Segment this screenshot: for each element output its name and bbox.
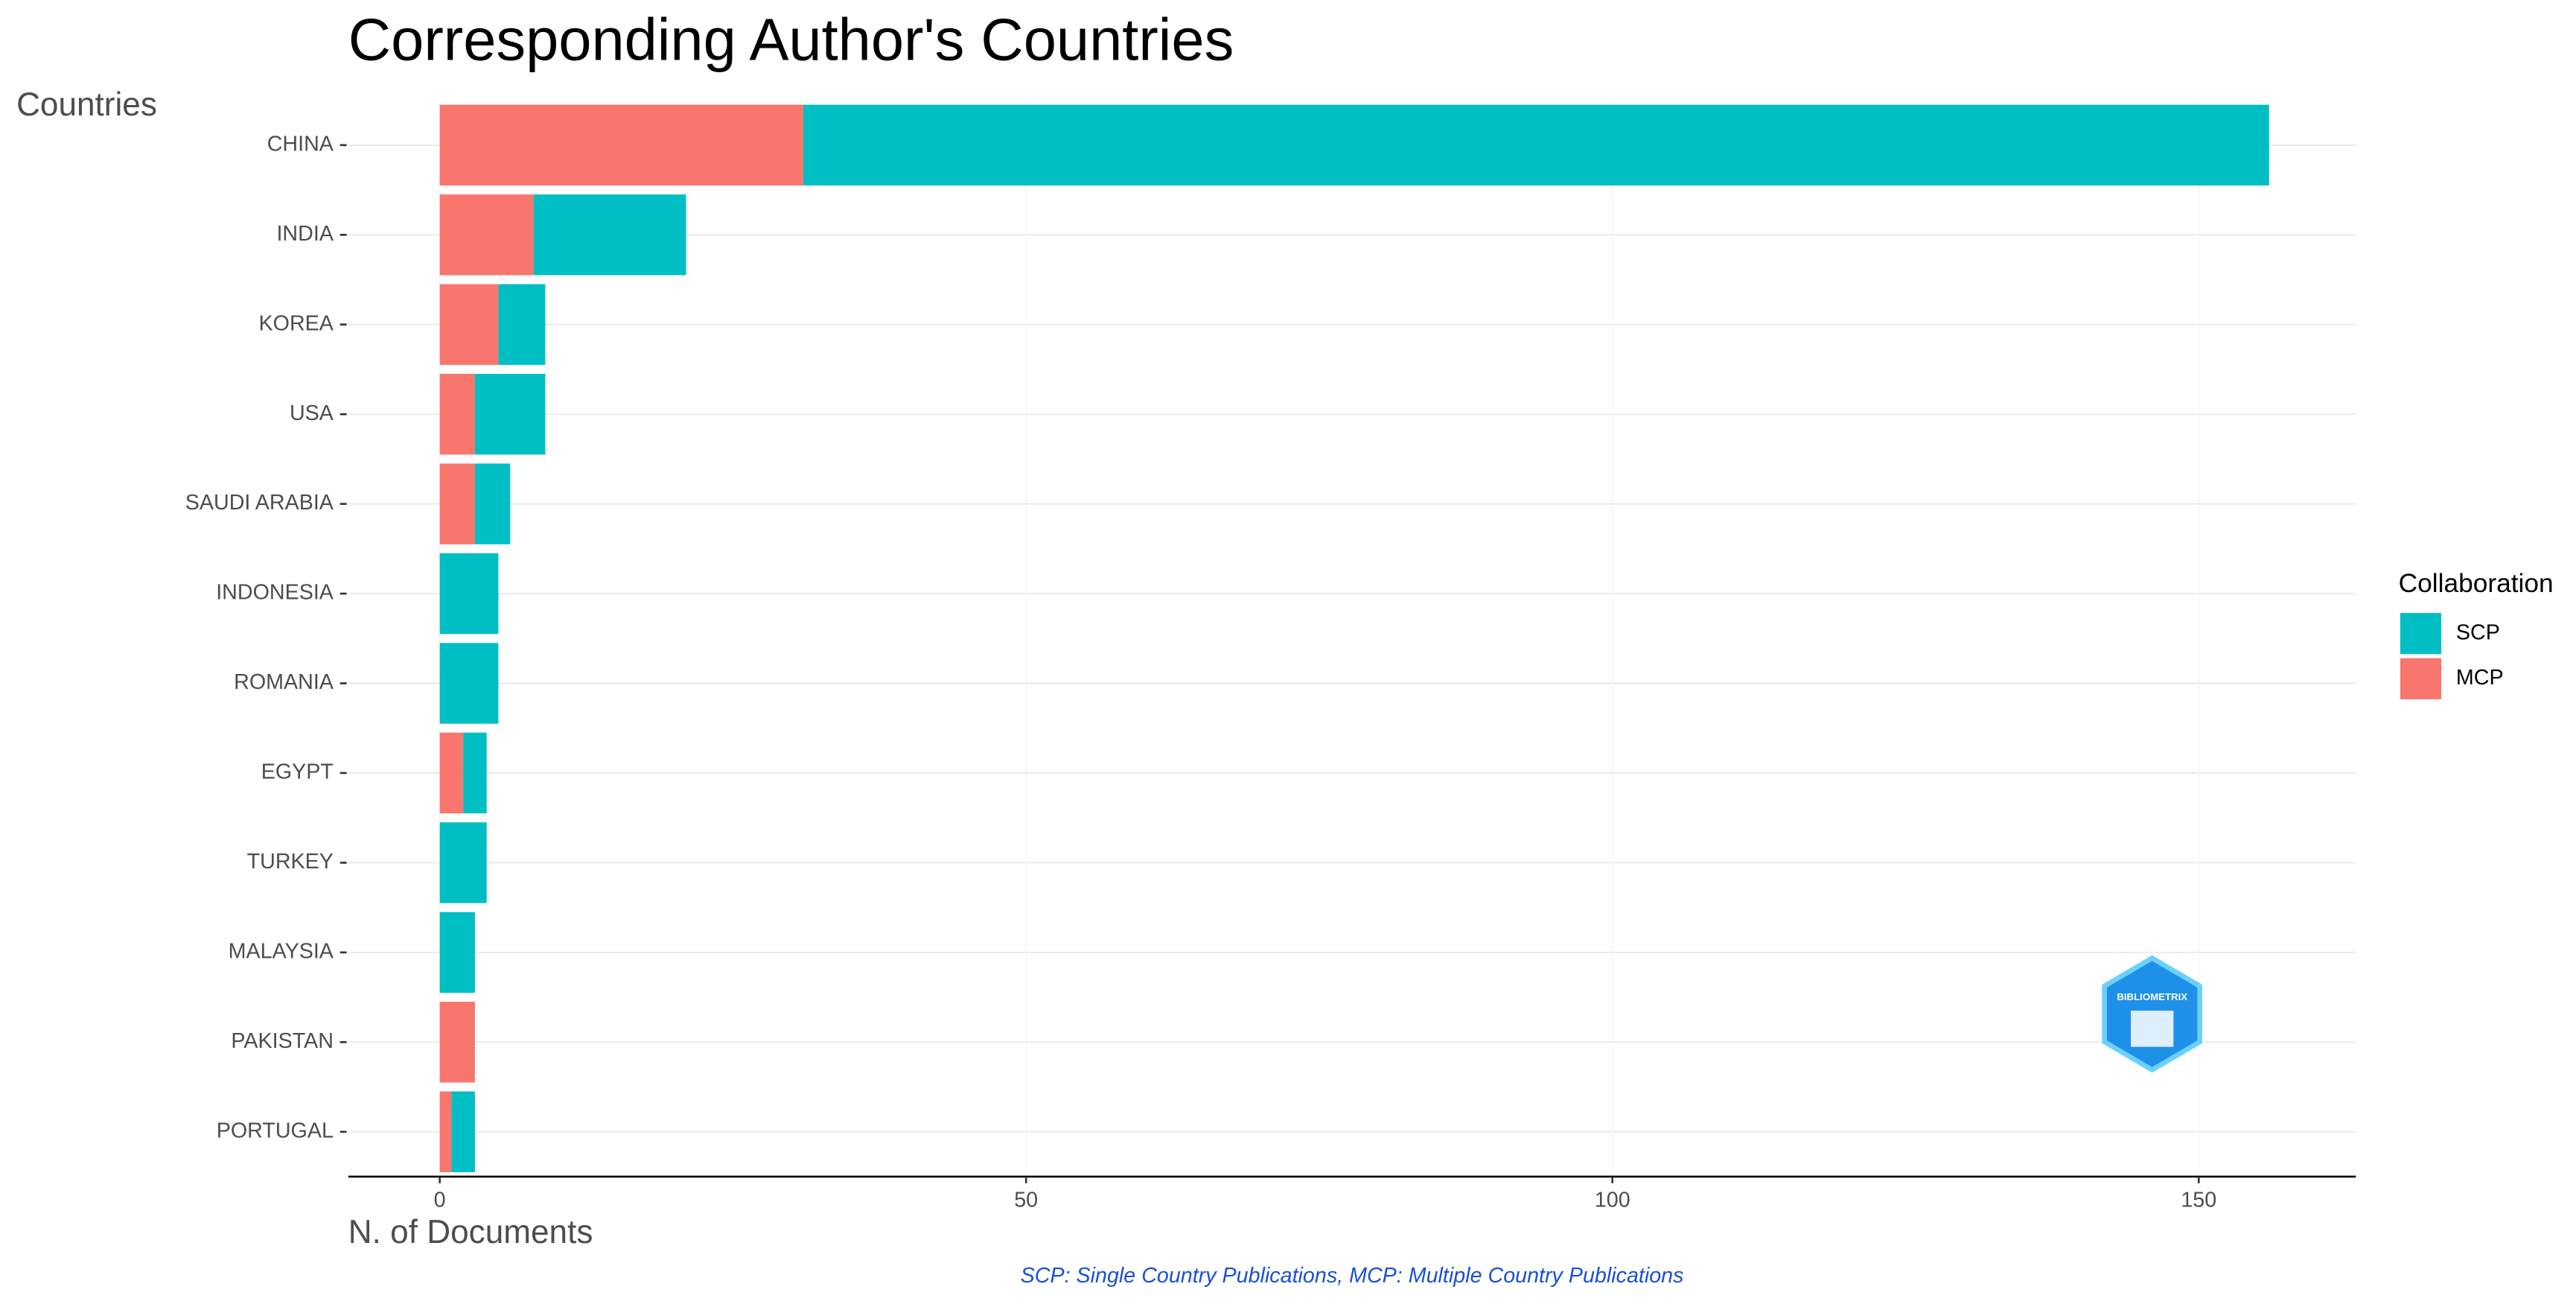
x-tick-label: 50 <box>1014 1189 1038 1212</box>
logo-icon <box>2131 1011 2174 1047</box>
chart-title: Corresponding Author's Countries <box>348 7 1234 73</box>
y-tick-label: INDIA <box>276 222 334 246</box>
bar <box>439 732 464 814</box>
legend-swatch <box>2400 658 2442 699</box>
bar <box>474 373 546 455</box>
y-tick-label: MALAYSIA <box>229 939 334 963</box>
y-tick-label: PAKISTAN <box>231 1029 334 1053</box>
bar <box>439 822 487 903</box>
bar <box>498 284 546 365</box>
logo: BIBLIOMETRIX <box>2102 955 2202 1073</box>
y-tick-label: TURKEY <box>247 850 334 874</box>
bar <box>439 1091 452 1172</box>
y-tick-label: USA <box>290 401 334 425</box>
bar <box>439 463 475 544</box>
bar <box>439 194 534 276</box>
bar <box>439 1002 475 1083</box>
y-axis-title: Countries <box>16 86 157 123</box>
bar <box>533 194 686 276</box>
x-tick-label: 100 <box>1595 1189 1630 1212</box>
y-tick-label: PORTUGAL <box>217 1119 334 1142</box>
x-axis-title: N. of Documents <box>348 1214 593 1250</box>
logo-text: BIBLIOMETRIX <box>2117 991 2187 1002</box>
caption: SCP: Single Country Publications, MCP: M… <box>1021 1264 1684 1288</box>
y-tick-label: EGYPT <box>261 760 334 784</box>
y-tick-label: KOREA <box>259 311 334 335</box>
x-tick-label: 0 <box>434 1189 446 1212</box>
bar <box>474 463 511 544</box>
bar <box>439 912 475 993</box>
legend-label: SCP <box>2456 620 2500 644</box>
y-tick-label: ROMANIA <box>234 670 334 694</box>
y-tick-label: SAUDI ARABIA <box>185 491 334 515</box>
y-tick-label: INDONESIA <box>216 581 334 605</box>
bar <box>439 643 499 724</box>
legend-swatch <box>2400 613 2442 655</box>
x-tick-label: 150 <box>2181 1189 2216 1212</box>
bar <box>803 104 2269 186</box>
legend-label: MCP <box>2456 666 2504 690</box>
bar <box>463 732 487 814</box>
bar <box>439 104 803 186</box>
plot <box>348 100 2356 1177</box>
bar <box>439 284 499 365</box>
bar <box>439 373 475 455</box>
bar <box>439 553 499 635</box>
legend-title: Collaboration <box>2399 569 2554 598</box>
y-tick-label: CHINA <box>267 132 334 156</box>
bar <box>451 1091 475 1172</box>
